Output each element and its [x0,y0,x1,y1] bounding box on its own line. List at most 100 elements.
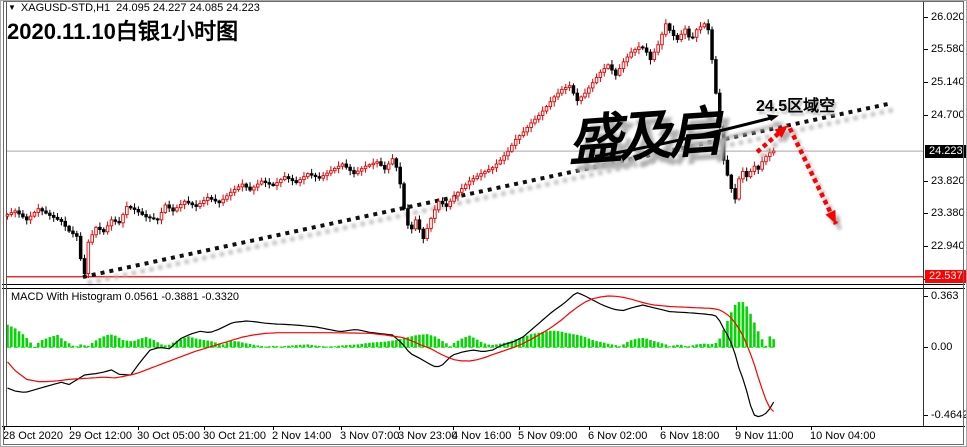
candle-body [444,203,449,207]
histogram-bar [268,346,271,348]
histogram-bar [202,340,206,348]
candle-body [125,206,129,216]
candle-body [729,174,734,190]
histogram-bar [552,330,556,348]
candle-body [209,197,214,200]
candle-body [652,51,657,61]
histogram-bar [549,330,552,348]
histogram-bar [606,343,610,348]
candle-body [394,158,399,168]
candle-body [614,69,618,76]
histogram-bar [279,346,283,348]
candle-body [271,183,275,187]
histogram-bar [522,336,525,348]
histogram-bar [653,341,656,348]
candle-body [502,155,506,161]
histogram-bar [90,342,94,348]
histogram-bar [341,345,344,348]
candle-body [232,189,237,193]
histogram-bar [164,345,167,348]
plot-left-border [6,2,7,426]
histogram-bar [545,331,548,348]
candle-body [105,225,110,233]
histogram-bar [206,340,209,348]
candle-body [263,180,268,184]
candle-body [710,29,714,61]
price-axis-label: 22.940 [924,240,965,253]
watermark-signature: 盛及启 [566,98,779,173]
histogram-bar [529,334,533,348]
candle-body [117,220,121,224]
candle-body [371,162,376,166]
candle-body [602,68,607,73]
ascending-trendline[interactable] [82,102,889,279]
candle-body [429,217,433,229]
candle-body [571,85,576,94]
histogram-bar [537,332,541,348]
histogram-bar [256,345,260,348]
candle-body [13,210,17,214]
histogram-bar [533,333,537,348]
histogram-bar [283,346,286,348]
price-axis-label: 24.700 [924,109,965,122]
candle-body [121,214,125,224]
histogram-bar [98,338,102,348]
histogram-bar [695,344,698,348]
histogram-bar [402,338,406,348]
time-axis-tick [736,426,737,430]
histogram-bar [679,344,683,348]
candle-body [59,218,64,222]
histogram-bar [44,338,48,348]
histogram-bar [660,343,664,348]
candle-body [175,207,179,212]
histogram-bar [52,335,55,348]
pane-divider-bottom[interactable] [2,288,965,289]
candle-body [236,186,241,191]
histogram-bar [387,341,390,348]
candle-body [756,165,761,170]
macd-pane[interactable] [0,290,924,426]
pane-divider-top[interactable] [2,284,965,285]
histogram-bar [71,345,75,348]
histogram-bar [37,342,40,348]
histogram-bar [610,344,614,348]
time-axis-tick [138,426,139,430]
histogram-bar [63,341,67,348]
price-axis-label: 25.140 [924,76,965,89]
histogram-bar [117,337,121,348]
candle-body [28,215,33,221]
histogram-bar [487,344,491,348]
histogram-bar [345,345,348,348]
candle-body [190,202,195,206]
forecast-arrow[interactable] [787,127,839,225]
histogram-bar [633,339,637,348]
histogram-bar [579,335,583,348]
histogram-bar [352,344,356,348]
histogram-bar [144,337,148,348]
histogram-bar [745,306,748,348]
candle-body [714,59,718,94]
candle-body [363,165,368,170]
histogram-bar [67,343,71,348]
histogram-bar [179,339,183,348]
candlestick-series [5,19,776,279]
candle-body [152,217,156,220]
histogram-bar [379,341,383,348]
time-axis-label: 6 Nov 18:00 [660,430,720,442]
histogram-bar [772,339,775,348]
histogram-bar [510,340,514,348]
candle-body [348,166,352,171]
histogram-bar [217,343,221,348]
macd-axis[interactable]: 0.363 0.00 -0.4642 [924,290,967,426]
histogram-bar [183,337,186,348]
histogram-bar [475,339,479,348]
chart-dropdown-icon[interactable]: ▼ [8,3,16,12]
candle-body [282,176,287,181]
histogram-bar [737,302,741,348]
histogram-bar [6,324,9,348]
price-axis[interactable]: 26.020 25.580 25.140 24.700 23.820 23.380 22.9… [924,0,967,287]
candle-body [163,204,168,213]
candle-body [155,218,160,221]
time-axis[interactable]: 28 Oct 2020 29 Oct 12:00 30 Oct 05:00 30 Oc… [0,426,967,446]
